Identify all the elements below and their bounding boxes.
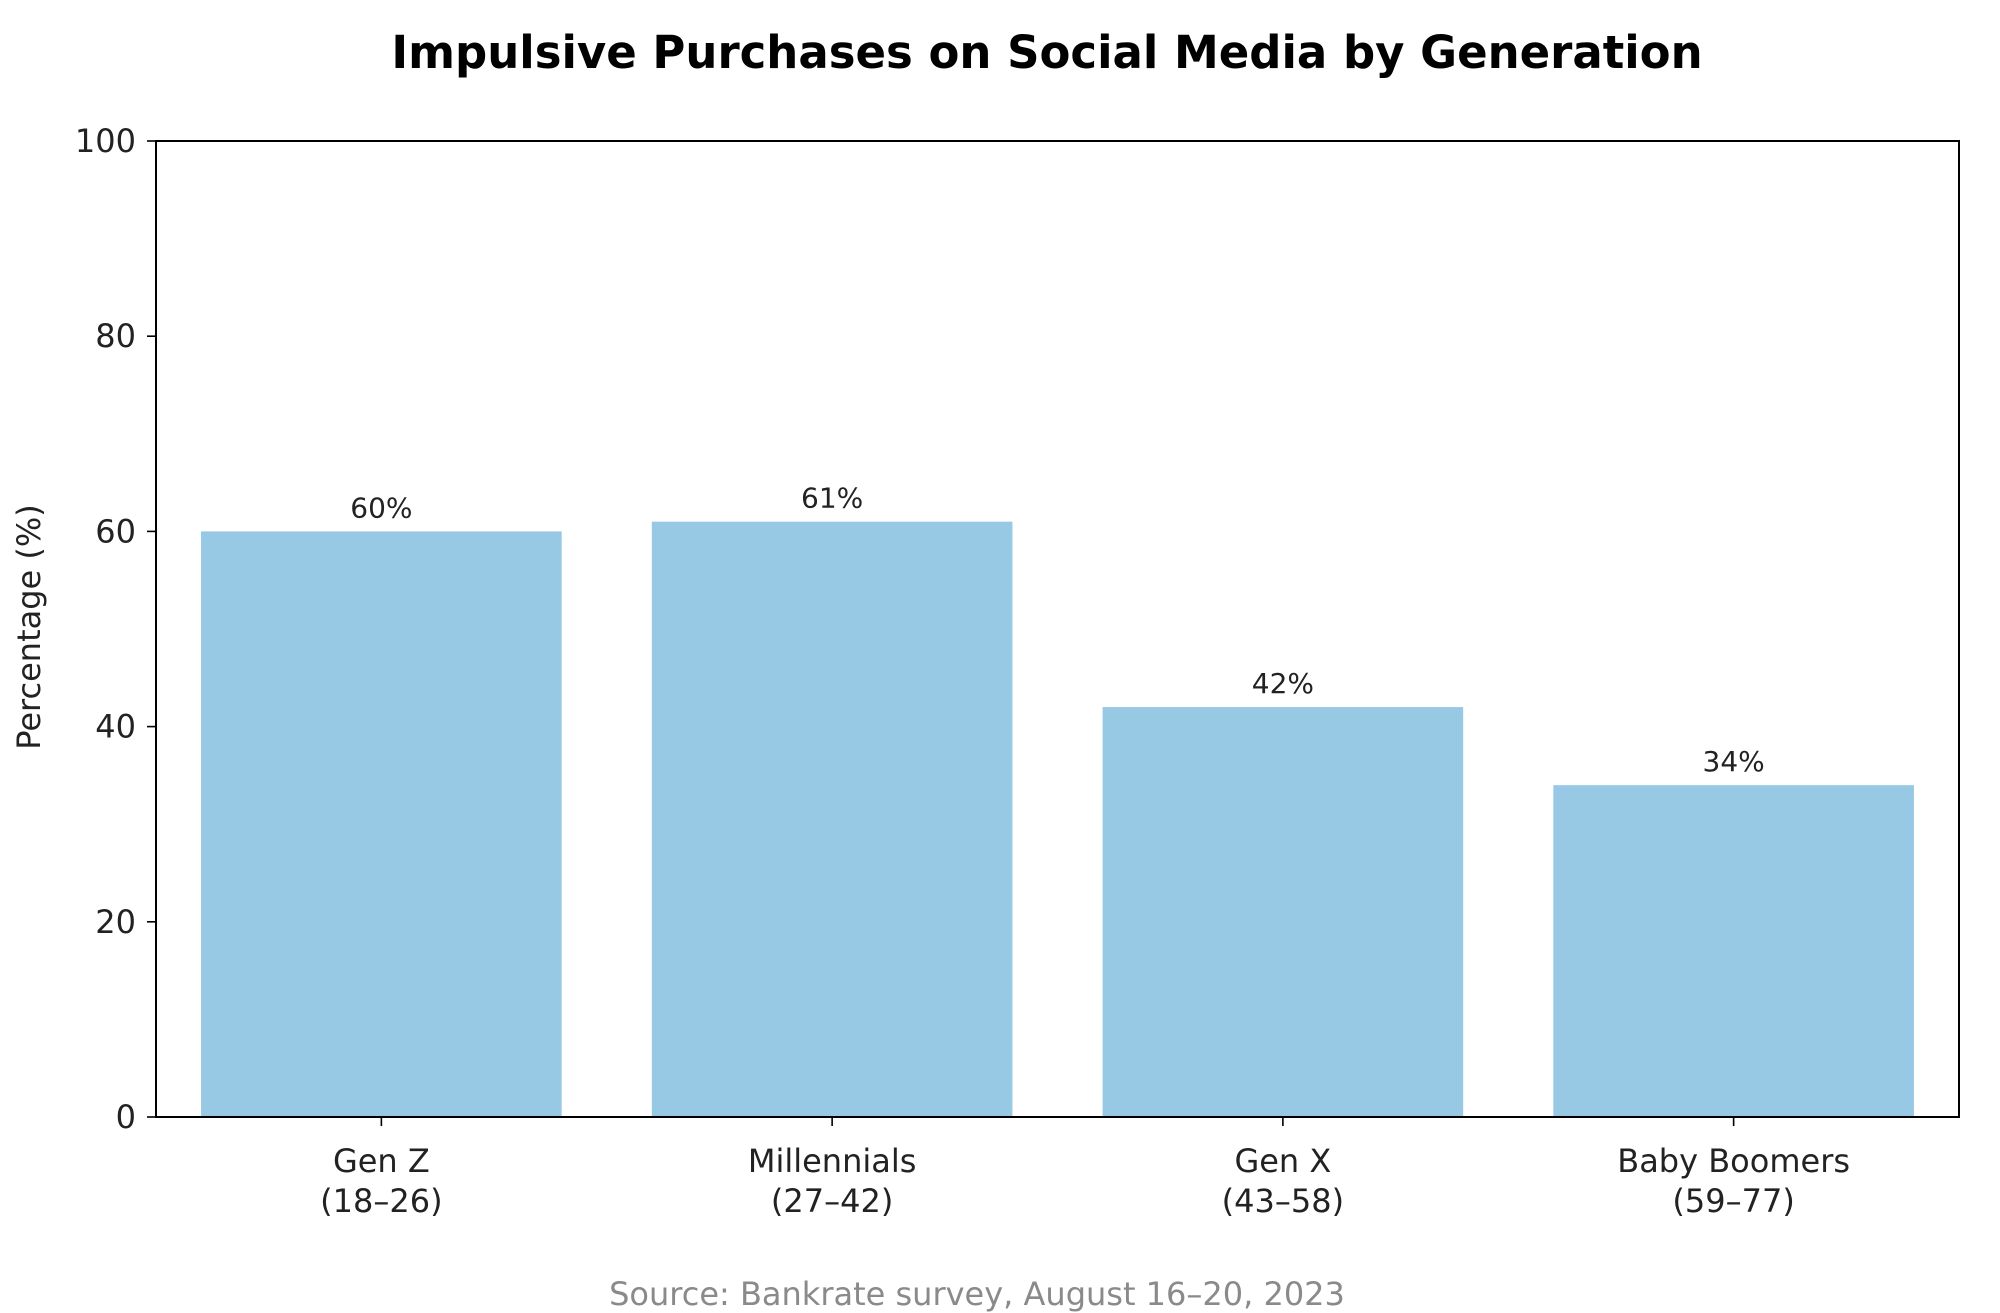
chart-title: Impulsive Purchases on Social Media by G… [391,26,1702,79]
value-label-3: 34% [1703,745,1765,778]
value-label-2: 42% [1252,667,1314,700]
bar-0 [201,531,562,1117]
x-tick-label-0-0: Gen Z [333,1142,430,1180]
source-note: Source: Bankrate survey, August 16–20, 2… [609,1275,1345,1313]
y-tick-label-2: 40 [95,708,136,746]
plot-area: 60% Gen Z(18–26) 61% Millennials(27–42) 42% G… [75,122,1960,1220]
value-label-1: 61% [801,482,863,515]
x-tick-label-0-1: (18–26) [320,1182,442,1220]
value-label-0: 60% [350,491,412,524]
y-tick-label-0: 0 [116,1098,136,1136]
x-tick-label-3-0: Baby Boomers [1617,1142,1850,1180]
x-tick-label-2-0: Gen X [1234,1142,1331,1180]
y-axis-label: Percentage (%) [10,504,48,750]
plot-frame [155,140,1960,1118]
x-tick-label-1-0: Millennials [748,1142,917,1180]
bar-1 [651,521,1013,1117]
bar-2 [1102,707,1464,1117]
x-tick-label-1-1: (27–42) [771,1182,893,1220]
y-tick-label-4: 80 [95,317,136,355]
y-tick-label-1: 20 [95,903,136,941]
bar-3 [1553,785,1914,1117]
y-tick-label-3: 60 [95,512,136,550]
y-tick-label-5: 100 [75,122,136,160]
x-tick-label-2-1: (43–58) [1222,1182,1344,1220]
x-tick-label-3-1: (59–77) [1672,1182,1794,1220]
